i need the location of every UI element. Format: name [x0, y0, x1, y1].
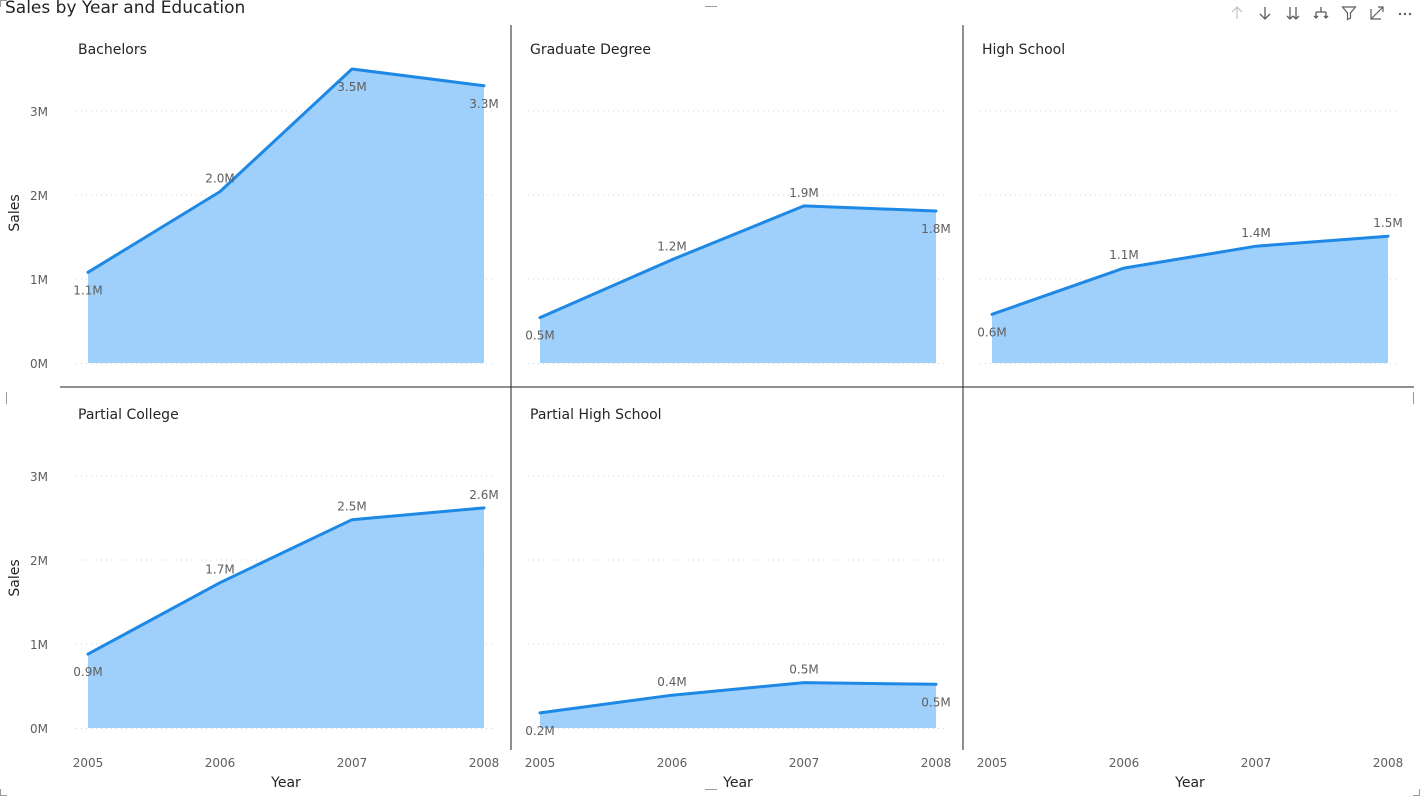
- data-label: 0.9M: [73, 665, 102, 679]
- panel-partial-high-school-title: Partial High School: [530, 407, 662, 423]
- drill-down-icon[interactable]: [1254, 2, 1276, 24]
- y-tick-label: 1M: [30, 638, 48, 652]
- data-label: 1.7M: [205, 563, 234, 577]
- x-tick-label: 2007: [789, 756, 820, 770]
- x-tick-label: 2008: [921, 756, 952, 770]
- panel-partial-high-school-line: [538, 681, 938, 715]
- data-label: 1.8M: [921, 222, 950, 236]
- data-label: 0.2M: [525, 724, 554, 738]
- resize-handle-left[interactable]: [0, 392, 7, 404]
- panel-graduate-degree-line: [538, 204, 938, 320]
- data-label: 1.5M: [1373, 216, 1402, 230]
- x-tick-label: 2006: [657, 756, 688, 770]
- x-tick-label: 2008: [1373, 756, 1404, 770]
- y-tick-label: 3M: [30, 105, 48, 119]
- x-tick-label: 2006: [205, 756, 236, 770]
- panel-bachelors-area: [88, 69, 484, 363]
- data-label: 2.5M: [337, 500, 366, 514]
- panel-high-school-title: High School: [982, 42, 1065, 58]
- expand-hierarchy-icon[interactable]: [1310, 2, 1332, 24]
- filter-icon[interactable]: [1338, 2, 1360, 24]
- resize-handle-right[interactable]: [1413, 392, 1420, 404]
- y-tick-label: 2M: [30, 554, 48, 568]
- data-label: 1.1M: [73, 283, 102, 297]
- x-tick-label: 2007: [1241, 756, 1272, 770]
- panel-bachelors-title: Bachelors: [78, 42, 147, 58]
- data-label: 3.3M: [469, 97, 498, 111]
- data-label: 1.4M: [1241, 226, 1270, 240]
- x-axis-label: Year: [270, 775, 301, 791]
- y-axis-label: Sales: [7, 194, 23, 231]
- data-label: 1.9M: [789, 186, 818, 200]
- y-tick-label: 3M: [30, 470, 48, 484]
- x-axis-label: Year: [722, 775, 753, 791]
- chart-title: Sales by Year and Education: [5, 0, 246, 18]
- y-tick-label: 2M: [30, 189, 48, 203]
- data-label: 2.0M: [205, 172, 234, 186]
- data-label: 3.5M: [337, 80, 366, 94]
- more-options-icon[interactable]: [1394, 2, 1416, 24]
- visual-header-toolbar: [1220, 2, 1416, 24]
- x-tick-label: 2007: [337, 756, 368, 770]
- data-label: 0.5M: [921, 695, 950, 709]
- resize-handle-bottom[interactable]: [705, 789, 717, 796]
- panel-bachelors-line: [86, 67, 486, 274]
- data-label: 0.6M: [977, 325, 1006, 339]
- panel-graduate-degree-title: Graduate Degree: [530, 42, 651, 58]
- panel-graduate-degree-area: [540, 205, 936, 363]
- data-label: 0.4M: [657, 675, 686, 689]
- data-label: 0.5M: [789, 663, 818, 677]
- x-tick-label: 2005: [977, 756, 1008, 770]
- corner-mark-top-left: [0, 0, 7, 7]
- data-label: 2.6M: [469, 488, 498, 502]
- panel-partial-college-area: [88, 507, 484, 728]
- drill-up-icon[interactable]: [1226, 2, 1248, 24]
- x-tick-label: 2005: [525, 756, 556, 770]
- panel-high-school-area: [992, 236, 1388, 363]
- x-tick-label: 2006: [1109, 756, 1140, 770]
- data-label: 1.1M: [1109, 248, 1138, 262]
- focus-mode-icon[interactable]: [1366, 2, 1388, 24]
- x-tick-label: 2008: [469, 756, 500, 770]
- y-tick-label: 0M: [30, 357, 48, 371]
- y-axis-label: Sales: [7, 559, 23, 596]
- panel-partial-college-title: Partial College: [78, 407, 179, 423]
- y-tick-label: 1M: [30, 273, 48, 287]
- panel-partial-college-line: [86, 506, 486, 656]
- resize-handle-top[interactable]: [705, 0, 717, 7]
- panel-high-school-line: [990, 234, 1390, 316]
- expand-next-level-icon[interactable]: [1282, 2, 1304, 24]
- y-tick-label: 0M: [30, 722, 48, 736]
- x-tick-label: 2005: [73, 756, 104, 770]
- x-axis-label: Year: [1174, 775, 1205, 791]
- panel-partial-high-school-area: [540, 682, 936, 728]
- data-label: 0.5M: [525, 329, 554, 343]
- data-label: 1.2M: [657, 240, 686, 254]
